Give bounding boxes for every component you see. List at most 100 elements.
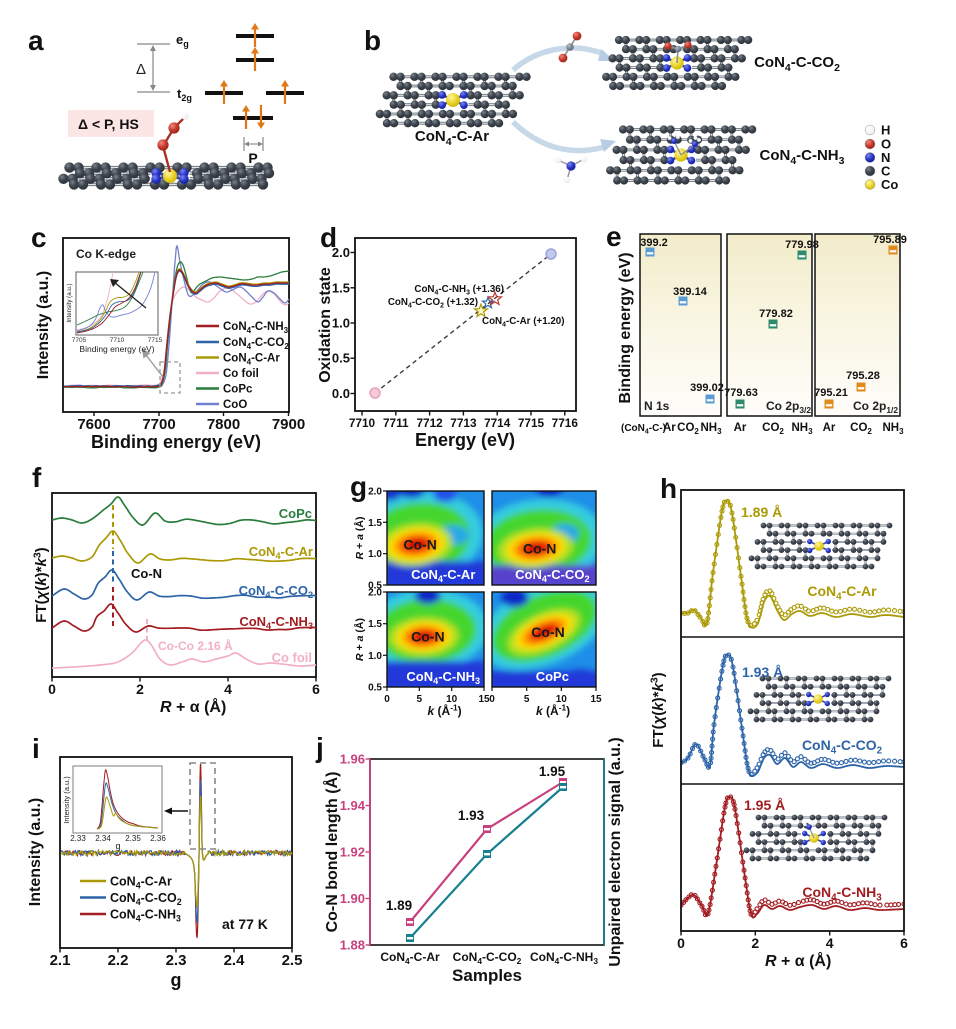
svg-text:b: b [364,25,381,56]
svg-text:Co-N: Co-N [523,540,556,556]
svg-text:CoN4​-C-CO2​: CoN4​-C-CO2​ [223,337,289,351]
svg-text:Co 2p1/2​: Co 2p1/2​ [853,399,898,415]
svg-text:0.5: 0.5 [368,683,382,694]
svg-text:795.28: 795.28 [846,370,880,382]
svg-text:Binding energy (eV): Binding energy (eV) [79,344,154,354]
svg-text:6: 6 [312,681,320,697]
svg-text:7710: 7710 [110,337,125,344]
svg-text:t2g​: t2g​ [177,86,192,103]
svg-text:1.95 Å: 1.95 Å [744,797,785,813]
svg-text:4: 4 [826,935,834,951]
svg-text:1.88: 1.88 [340,938,365,953]
svg-text:1.94: 1.94 [340,798,366,813]
svg-text:0.5: 0.5 [332,351,350,366]
svg-text:g: g [171,970,182,990]
svg-text:2.4: 2.4 [224,952,246,969]
svg-text:1.92: 1.92 [340,845,365,860]
svg-text:2.33: 2.33 [70,834,86,843]
svg-text:7715: 7715 [518,416,545,430]
svg-text:N 1s: N 1s [644,399,670,413]
svg-text:15: 15 [590,694,602,705]
svg-text:1.89: 1.89 [386,898,412,913]
svg-text:R + a (Å): R + a (Å) [353,517,366,560]
svg-text:Energy (eV): Energy (eV) [415,430,515,450]
svg-text:Unpaired electron signal (a.u.: Unpaired electron signal (a.u.) [607,737,624,966]
svg-text:Ar: Ar [734,422,747,434]
svg-text:CoN4​-C-NH3​: CoN4​-C-NH3​ [759,147,844,167]
svg-text:Samples: Samples [452,966,522,985]
svg-text:2.34: 2.34 [95,834,111,843]
svg-text:2.35: 2.35 [125,834,141,843]
svg-text:CoN4​-C-NH3​: CoN4​-C-NH3​ [406,669,480,686]
svg-text:1.0: 1.0 [368,549,382,560]
svg-text:R + α (Å): R + α (Å) [765,951,831,970]
svg-text:P: P [248,150,257,166]
svg-text:e: e [606,221,622,252]
svg-text:2.1: 2.1 [50,952,71,969]
svg-text:NH3​: NH3​ [791,422,813,436]
svg-text:779.98: 779.98 [785,239,819,251]
svg-text:0.0: 0.0 [332,386,350,401]
svg-text:i: i [32,733,40,764]
svg-text:2.2: 2.2 [108,952,129,969]
svg-text:1.0: 1.0 [332,316,350,331]
svg-text:d: d [320,222,337,253]
svg-text:CoN4​-C-NH3​: CoN4​-C-NH3​ [530,950,598,966]
svg-text:CoN4​-C-CO2​: CoN4​-C-CO2​ [802,737,883,757]
svg-text:Ar: Ar [663,422,676,434]
svg-text:CoPc: CoPc [223,384,253,396]
svg-text:k (Å-1​): k (Å-1​) [536,702,570,718]
svg-text:CoN4​-C-Ar: CoN4​-C-Ar [110,875,172,891]
svg-text:R + α (Å): R + α (Å) [160,697,226,716]
svg-text:7700: 7700 [142,416,175,433]
svg-text:0: 0 [489,694,495,705]
svg-text:1.96: 1.96 [340,752,365,767]
svg-text:Binding energy (eV): Binding energy (eV) [91,432,261,452]
svg-text:Co: Co [881,177,898,192]
svg-text:1.5: 1.5 [332,280,350,295]
svg-text:399.02: 399.02 [690,382,724,394]
svg-text:CoN4​-C-Ar: CoN4​-C-Ar [380,950,440,966]
svg-text:C: C [881,164,891,179]
svg-text:2.0: 2.0 [368,588,382,599]
svg-text:2.5: 2.5 [282,952,303,969]
svg-text:Co-Co 2.16 Å: Co-Co 2.16 Å [158,638,233,653]
svg-text:7716: 7716 [552,416,579,430]
svg-text:0.5: 0.5 [368,581,382,592]
svg-text:2.0: 2.0 [332,245,350,260]
svg-text:1.89 Å: 1.89 Å [741,504,782,520]
svg-text:f: f [32,462,42,493]
svg-text:7715: 7715 [148,337,163,344]
svg-text:1.5: 1.5 [368,518,382,529]
svg-text:7713: 7713 [450,416,477,430]
svg-text:0: 0 [677,935,685,951]
svg-text:g: g [115,841,120,851]
svg-text:1.93: 1.93 [458,808,485,823]
svg-text:CoN4​-C-CO2​: CoN4​-C-CO2​ [515,567,589,584]
svg-text:CoN4​-C-CO2​ (+1.32): CoN4​-C-CO2​ (+1.32) [388,297,478,310]
svg-text:2.0: 2.0 [368,487,382,498]
svg-text:1.0: 1.0 [368,651,382,662]
svg-text:7710: 7710 [349,416,376,430]
svg-text:Co K-edge: Co K-edge [76,247,136,261]
svg-text:CoN4​-C-Ar: CoN4​-C-Ar [807,583,877,603]
svg-text:R + a (Å): R + a (Å) [353,618,366,661]
svg-text:CoN4​-C-CO2​: CoN4​-C-CO2​ [453,950,522,966]
svg-text:0: 0 [48,681,56,697]
svg-text:FT(χ(k)*k3​): FT(χ(k)*k3​) [648,672,667,747]
svg-text:7800: 7800 [207,416,240,433]
svg-text:CoN4​-C-CO2​: CoN4​-C-CO2​ [239,583,313,600]
svg-text:FT(χ(k)*k3​): FT(χ(k)*k3​) [31,547,50,622]
svg-text:CoN4​-C-Ar: CoN4​-C-Ar [411,567,475,584]
svg-text:Intensity (a.u.): Intensity (a.u.) [35,271,52,379]
svg-text:CoN4​-C-NH3​: CoN4​-C-NH3​ [802,884,882,904]
svg-text:NH3​: NH3​ [700,422,722,436]
svg-text:0: 0 [384,694,390,705]
svg-text:Intensity (a.u.): Intensity (a.u.) [62,776,71,824]
svg-text:k (Å-1​): k (Å-1​) [428,702,462,718]
svg-text:O: O [881,137,891,152]
svg-text:399.2: 399.2 [640,237,668,249]
svg-text:7711: 7711 [383,416,409,430]
svg-text:CoPc: CoPc [536,669,569,684]
svg-text:Co-N: Co-N [131,566,162,581]
